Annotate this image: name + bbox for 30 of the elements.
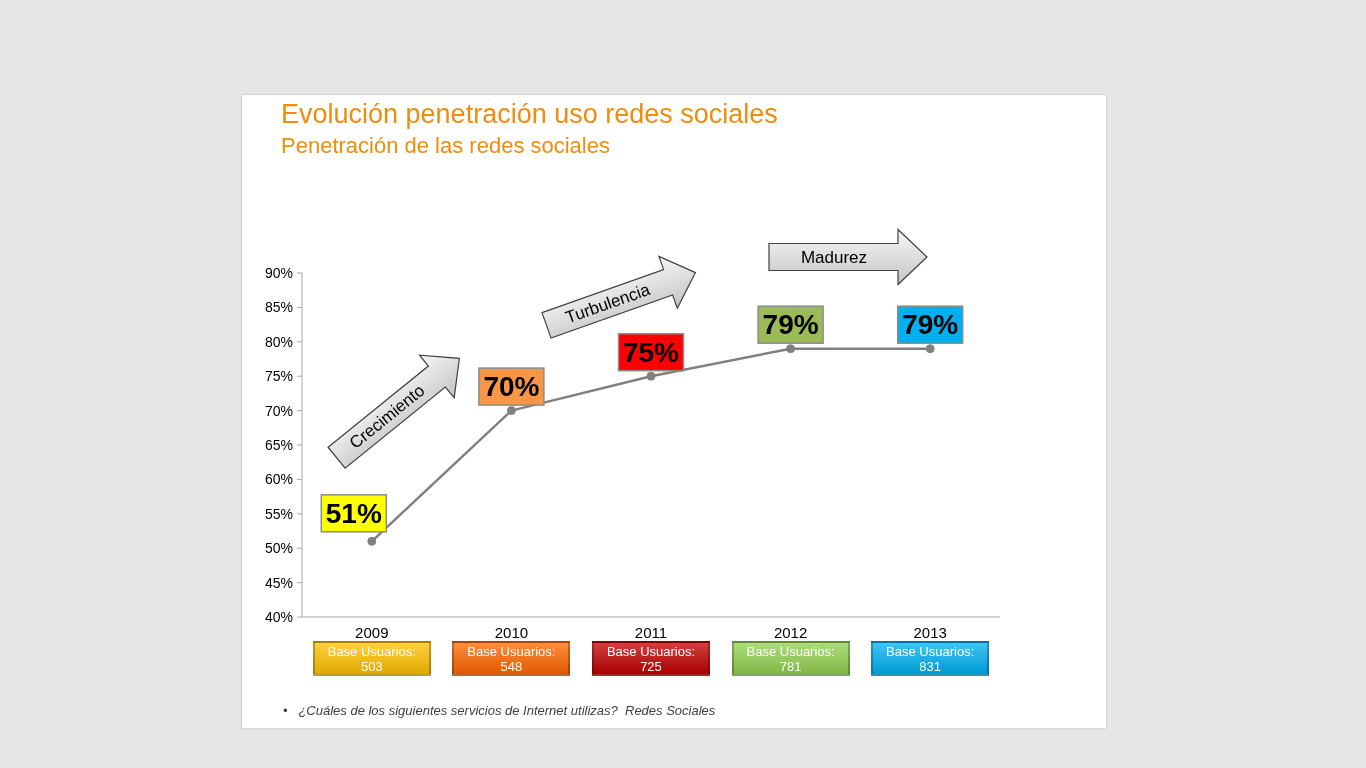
text: Madurez	[800, 247, 868, 267]
text: Base Usuarios: 781	[731, 641, 850, 676]
y-tick-label: 50%	[264, 540, 293, 557]
x-tick-label: 2013	[913, 623, 947, 641]
y-tick-label: 55%	[264, 505, 293, 522]
data-label: 75%	[622, 336, 680, 368]
text: • ¿Cuáles de los siguientes servicios de Internet utilizas? Redes Sociales	[283, 703, 716, 719]
text: Base Usuarios: 503	[312, 641, 431, 676]
chart-title: Evolución penetración uso redes sociales	[281, 98, 778, 130]
x-tick-label: 2010	[494, 623, 529, 641]
x-tick-label: 2011	[634, 623, 668, 641]
text: Base Usuarios: 725	[592, 641, 710, 676]
data-label: 79%	[762, 309, 819, 341]
chart-subtitle: Penetración de las redes sociales	[281, 133, 610, 159]
data-label: 51%	[325, 497, 382, 529]
y-tick-label: 75%	[264, 368, 293, 385]
y-tick-label: 45%	[264, 574, 293, 591]
x-tick-label: 2009	[355, 623, 389, 641]
text: Base Usuarios: 548	[452, 641, 571, 676]
data-label: 70%	[483, 371, 540, 403]
y-tick-label: 85%	[264, 299, 293, 316]
y-tick-label: 60%	[264, 471, 293, 488]
y-tick-label: 65%	[264, 436, 293, 453]
y-tick-label: 70%	[264, 402, 293, 419]
y-tick-label: 80%	[264, 333, 293, 350]
y-tick-label: 40%	[264, 608, 293, 625]
text: Base Usuarios: 831	[871, 641, 990, 676]
x-tick-label: 2012	[773, 623, 808, 641]
y-tick-label: 90%	[264, 264, 293, 281]
data-label: 79%	[902, 309, 959, 341]
